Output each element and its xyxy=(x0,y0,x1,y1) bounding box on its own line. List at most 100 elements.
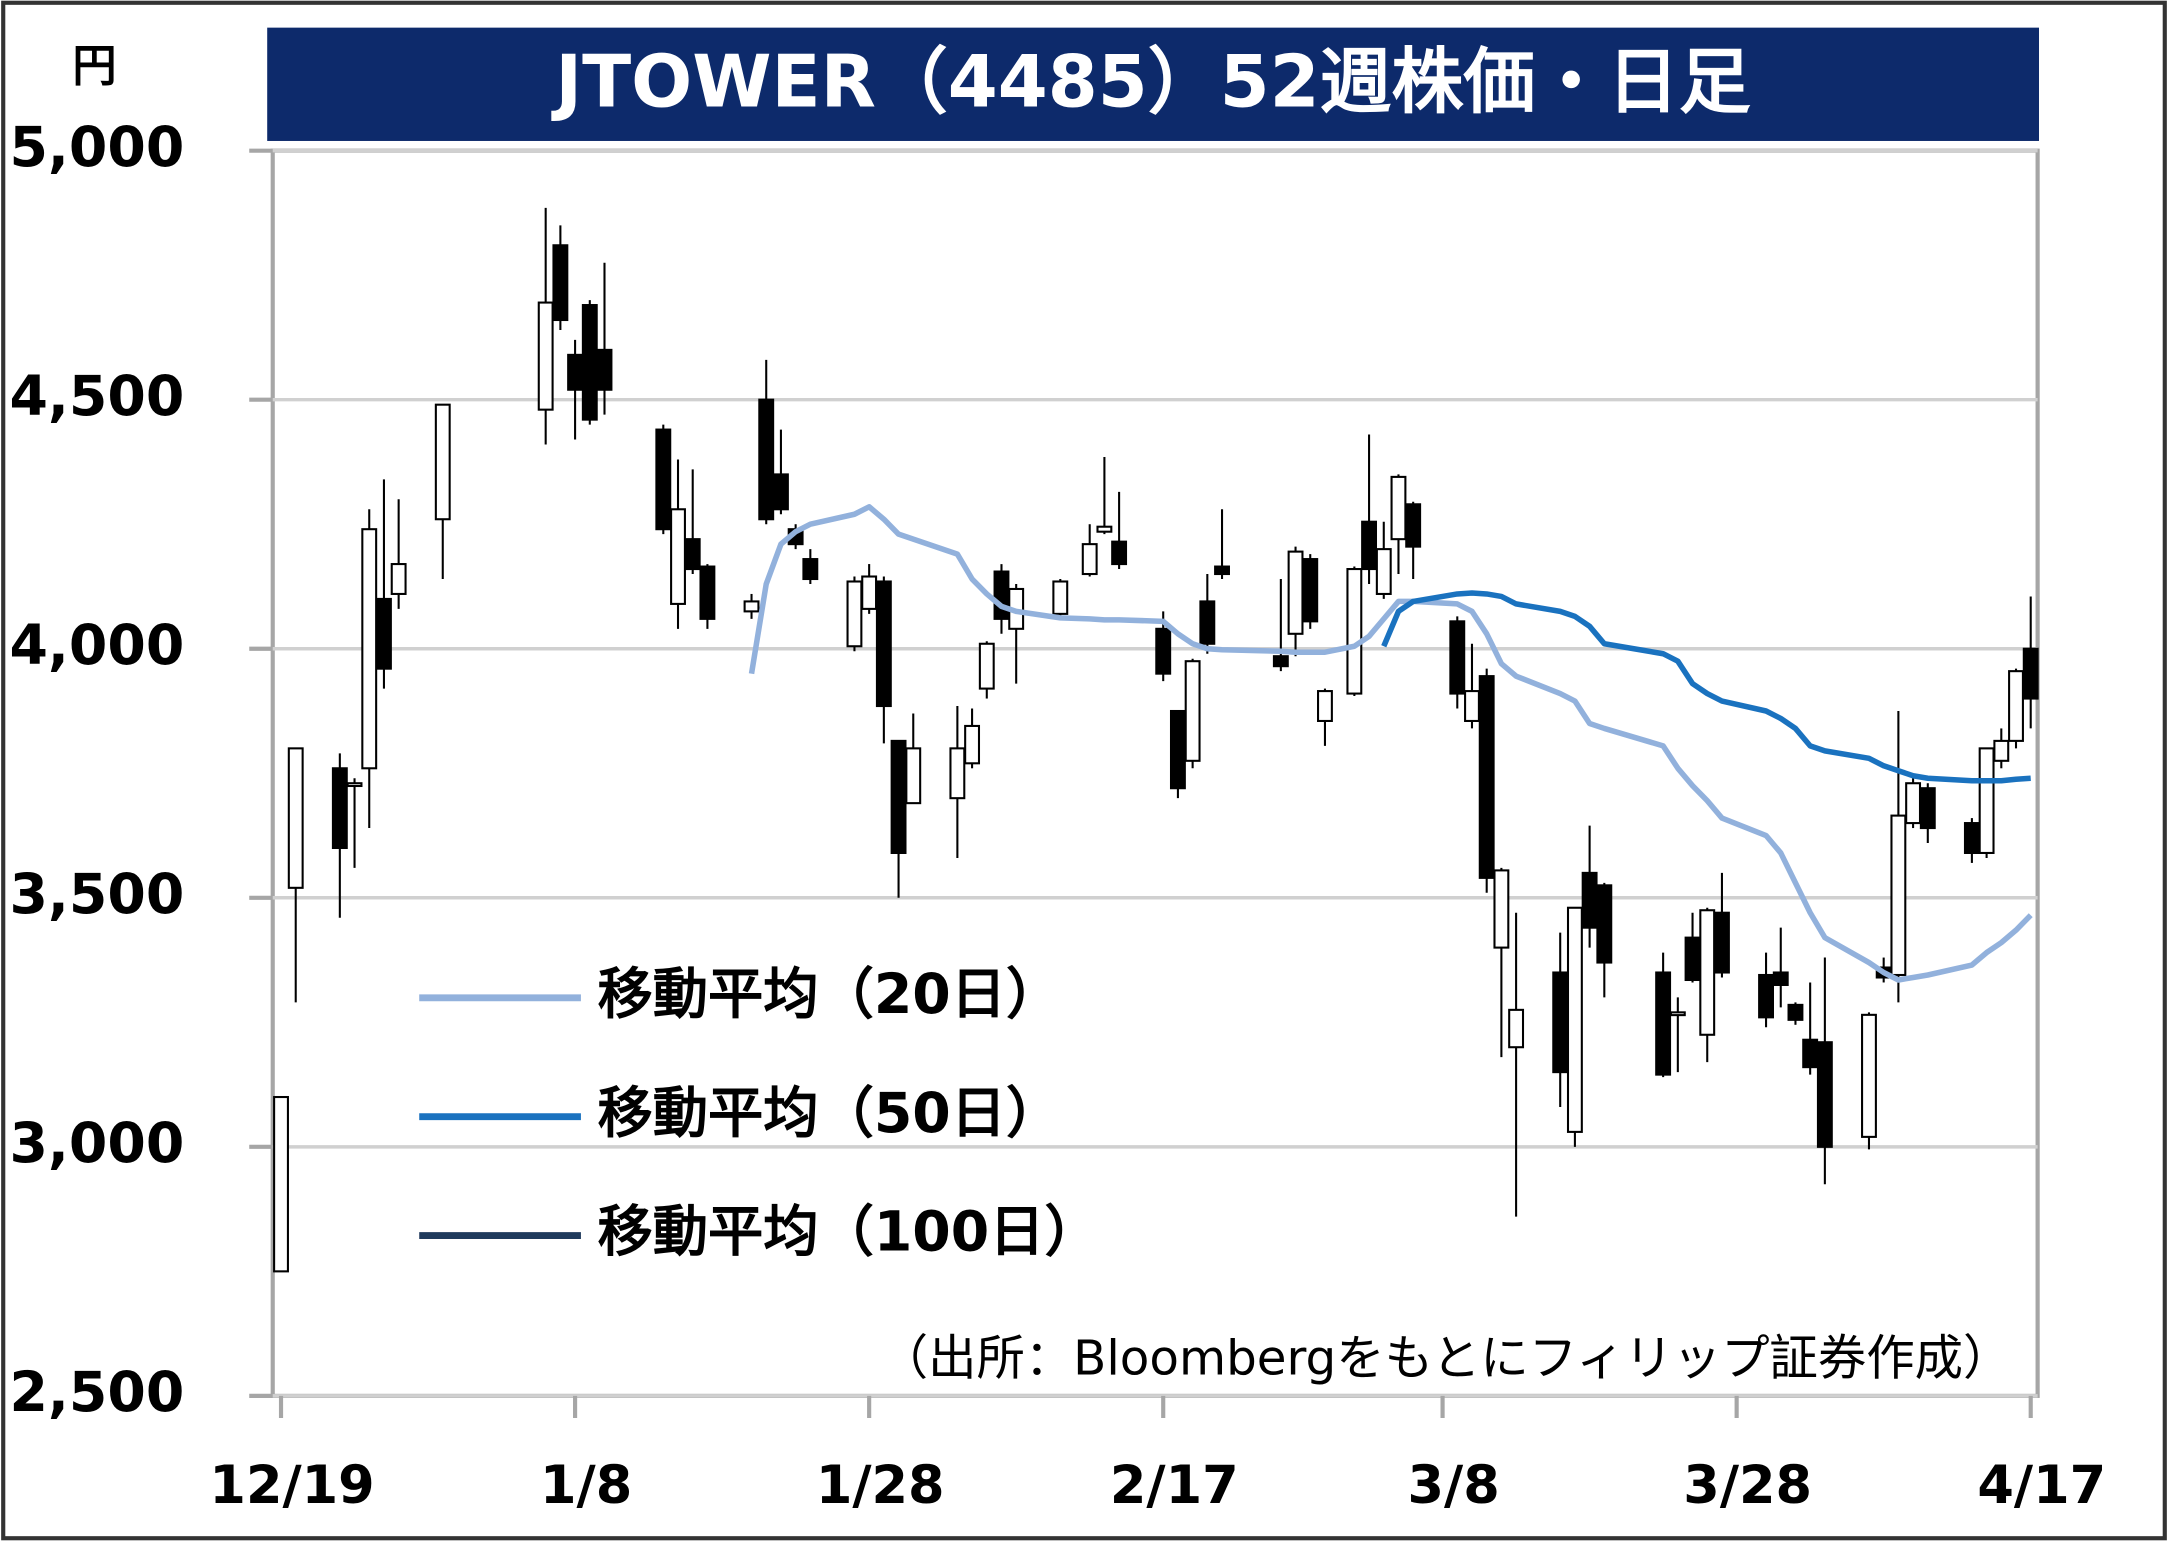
candle-body xyxy=(1890,814,1907,977)
candle-body xyxy=(537,301,554,411)
candle-body xyxy=(802,558,819,581)
candle-body xyxy=(1493,869,1510,949)
candle-body xyxy=(287,747,304,889)
legend-label: 移動平均（100日） xyxy=(598,1201,1100,1265)
candle-body xyxy=(1802,1038,1819,1069)
y-tick-label: 3,500 xyxy=(9,863,184,927)
candle-body xyxy=(1390,475,1407,541)
candle-body xyxy=(1169,709,1186,790)
candle-body xyxy=(978,642,995,690)
candle-body xyxy=(670,508,686,605)
candle-body xyxy=(993,570,1010,620)
candle-body xyxy=(1464,690,1480,723)
candle-body xyxy=(434,403,451,521)
candle-body xyxy=(1978,747,1995,854)
candle-body xyxy=(905,747,922,805)
candle-body xyxy=(1478,675,1495,879)
candle-body xyxy=(346,782,363,788)
candle-body xyxy=(743,600,760,613)
candle-body xyxy=(1184,660,1201,762)
candle-body xyxy=(1508,1008,1525,1049)
candle-body xyxy=(1214,565,1230,576)
candle-body xyxy=(1317,690,1333,723)
candle-body xyxy=(1272,655,1289,668)
candle-body xyxy=(1596,884,1613,964)
candle-body xyxy=(1552,971,1569,1074)
candle-body xyxy=(949,747,966,800)
chart-title: JTOWER（4485）52週株価・日足 xyxy=(550,40,1751,124)
x-tick-label: 12/19 xyxy=(209,1455,374,1516)
candle-body xyxy=(1052,580,1069,615)
candle-body xyxy=(1699,909,1716,1036)
candle-body xyxy=(655,428,672,531)
candle-body xyxy=(1758,973,1775,1019)
x-tick-label: 1/28 xyxy=(816,1455,945,1516)
candle-body xyxy=(1963,822,1980,854)
x-tick-label: 4/17 xyxy=(1977,1455,2106,1516)
candle-body xyxy=(581,304,598,421)
legend-label: 移動平均（50日） xyxy=(598,1082,1062,1146)
candle-body xyxy=(1375,548,1392,595)
candle-body xyxy=(1655,971,1672,1076)
candle-body xyxy=(846,580,863,648)
candle-body xyxy=(375,597,392,670)
y-tick-label: 4,000 xyxy=(9,614,184,678)
candle-body xyxy=(1993,739,2010,762)
x-tick-label: 2/17 xyxy=(1110,1455,1239,1516)
x-tick-label: 1/8 xyxy=(540,1455,632,1516)
candle-body xyxy=(1905,782,1922,825)
candle-body xyxy=(1581,871,1598,929)
candle-body xyxy=(1081,543,1098,576)
y-tick-label: 3,000 xyxy=(9,1112,184,1176)
candle-body xyxy=(596,348,613,391)
candle-body xyxy=(1861,1013,1877,1138)
candle-body xyxy=(1111,540,1128,566)
candle-body xyxy=(1669,1011,1686,1017)
y-tick-label: 5,000 xyxy=(9,116,184,180)
candle-body xyxy=(699,565,716,620)
title-bar xyxy=(267,27,2040,141)
x-tick-label: 3/28 xyxy=(1683,1455,1812,1516)
candle-body xyxy=(1096,525,1113,533)
candle-body xyxy=(1346,568,1363,695)
y-tick-label: 4,500 xyxy=(9,365,184,429)
candle-body xyxy=(2022,647,2039,700)
candle-body xyxy=(1361,520,1378,571)
source-note: （出所：Bloombergをもとにフィリップ証券作成） xyxy=(880,1330,2012,1386)
candle-body xyxy=(1816,1041,1833,1148)
candle-body xyxy=(1155,627,1172,675)
candle-body xyxy=(273,1095,289,1273)
candle-body xyxy=(1199,600,1216,645)
candle-body xyxy=(1787,1003,1804,1021)
candle-body xyxy=(567,353,584,391)
y-tick-label: 2,500 xyxy=(9,1361,184,1425)
candle-body xyxy=(772,473,789,511)
candle-body xyxy=(552,244,569,322)
candle-body xyxy=(1302,558,1319,623)
candle-body xyxy=(1566,906,1583,1133)
candle-body xyxy=(1684,936,1701,982)
candle-body xyxy=(2008,670,2024,742)
legend-label: 移動平均（20日） xyxy=(598,963,1062,1027)
y-unit: 円 xyxy=(72,41,116,92)
ma-line xyxy=(1381,590,2031,784)
candle-body xyxy=(964,724,981,765)
candle-body xyxy=(1405,503,1422,548)
candle-body xyxy=(758,398,775,521)
x-tick-label: 3/8 xyxy=(1408,1455,1500,1516)
candle-body xyxy=(890,739,907,854)
candle-body xyxy=(684,538,701,571)
candle-body xyxy=(861,575,878,610)
candle-body xyxy=(875,580,892,708)
candle-body xyxy=(1772,971,1789,986)
candle-body xyxy=(361,528,378,770)
ma-line xyxy=(748,504,2033,983)
candle-body xyxy=(1713,911,1730,974)
candle-body xyxy=(1449,620,1466,695)
candle-body xyxy=(390,563,407,595)
candle-body xyxy=(331,767,348,850)
candle-body xyxy=(1919,787,1936,830)
